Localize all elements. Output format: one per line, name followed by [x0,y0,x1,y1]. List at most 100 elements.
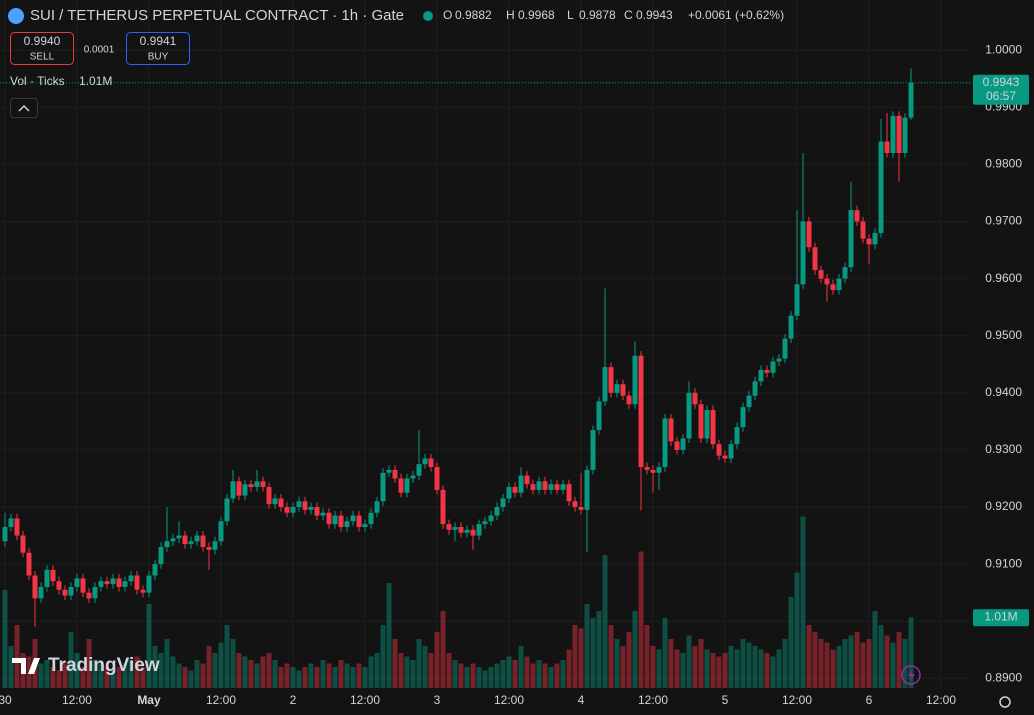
candle-body [470,529,476,536]
volume-bar [158,653,164,688]
candle-body [14,518,20,536]
volume-bar [500,660,506,688]
volume-bar [176,663,182,688]
candle-body [626,395,632,405]
candle-body [446,524,452,530]
candle-body [176,535,182,539]
volume-bar [122,663,128,688]
volume-bar [266,653,272,688]
candle-body [824,278,830,285]
volume-bar [56,670,62,688]
buy-price: 0.9941 [140,34,177,48]
buy-label: BUY [148,52,169,63]
volume-bar [74,653,80,688]
lightning-icon [908,669,915,681]
volume-bar [848,635,854,688]
candle-body [218,521,224,542]
candle-body [854,210,860,222]
volume-bar [224,625,230,688]
candle-body [674,441,680,450]
candle-body [842,267,848,279]
candle-body [494,507,500,516]
candle-body [692,392,698,405]
candle-body [572,501,578,508]
y-tick-label: 0.9600 [985,271,1022,285]
volume-bar [194,660,200,688]
settings-button[interactable] [999,696,1011,708]
candle-body [200,535,206,547]
volume-bar [764,653,770,688]
countdown: 06:57 [986,89,1016,103]
ohlc-value: 0.9968 [518,8,555,22]
candle-body [638,355,644,468]
volume-bar [416,639,422,688]
volume-bar [296,670,302,688]
candle-body [524,475,530,485]
sell-button[interactable] [10,32,74,65]
candle-body [404,478,410,493]
candle-body [338,515,344,527]
candle-body [578,507,584,510]
candle-body [182,535,188,545]
volume-bar [890,642,896,688]
candle-body [890,115,896,154]
candle-body [428,458,434,468]
ohlc-value: 0.9943 [636,8,673,22]
collapse-button[interactable] [10,98,38,118]
chart-title[interactable]: SUI / TETHERUS PERPETUAL CONTRACT · 1h ·… [30,7,404,24]
volume-bar [374,653,380,688]
candle-body [884,141,890,154]
volume-bar [164,639,170,688]
volume-bar [602,555,608,688]
symbol-icon [8,8,24,24]
candle-body [356,515,362,527]
volume-bar [470,663,476,688]
buy-button[interactable] [126,32,190,65]
volume-bar [548,667,554,688]
candle-body [62,589,68,596]
volume-bar [656,649,662,688]
volume-bar [704,649,710,688]
volume-bar [776,649,782,688]
candle-body [434,467,440,490]
logo-mark [12,658,40,674]
candle-body [122,581,128,587]
volume-bar [242,656,248,688]
candle-body [302,501,308,510]
volume-bar [446,653,452,688]
volume-bar [254,663,260,688]
volume-bar [356,663,362,688]
volume-bar [452,660,458,688]
candle-body [800,221,806,285]
candle-body [368,512,374,525]
volume-bar [674,649,680,688]
candle-body [8,518,14,527]
x-tick-label: 6 [866,693,873,707]
candle-body [278,498,284,508]
last-price-label: 0.9943 [983,75,1020,89]
sell-label: SELL [30,52,55,63]
candle-body [836,278,842,291]
x-tick-label: 12:00 [494,693,524,707]
volume-bar [62,663,68,688]
volume-bar [92,660,98,688]
volume-bar [836,646,842,688]
ohlc-key: O [443,8,452,22]
volume-bar [440,611,446,688]
volume-bar [422,646,428,688]
volume-bar [38,663,44,688]
volume-bar [2,590,8,688]
volume-bar [476,667,482,688]
volume-bar [332,667,338,688]
candle-body [704,409,710,439]
lightning-button[interactable] [901,665,921,685]
candle-body [440,489,446,525]
candle-body [212,541,218,550]
change: +0.0061 (+0.62%) [688,8,784,22]
volume-bar [710,653,716,688]
volume-bar [782,639,788,688]
y-tick-label: 0.9100 [985,556,1022,570]
volume-bar [386,583,392,688]
candle-body [614,384,620,393]
volume-bar [752,646,758,688]
